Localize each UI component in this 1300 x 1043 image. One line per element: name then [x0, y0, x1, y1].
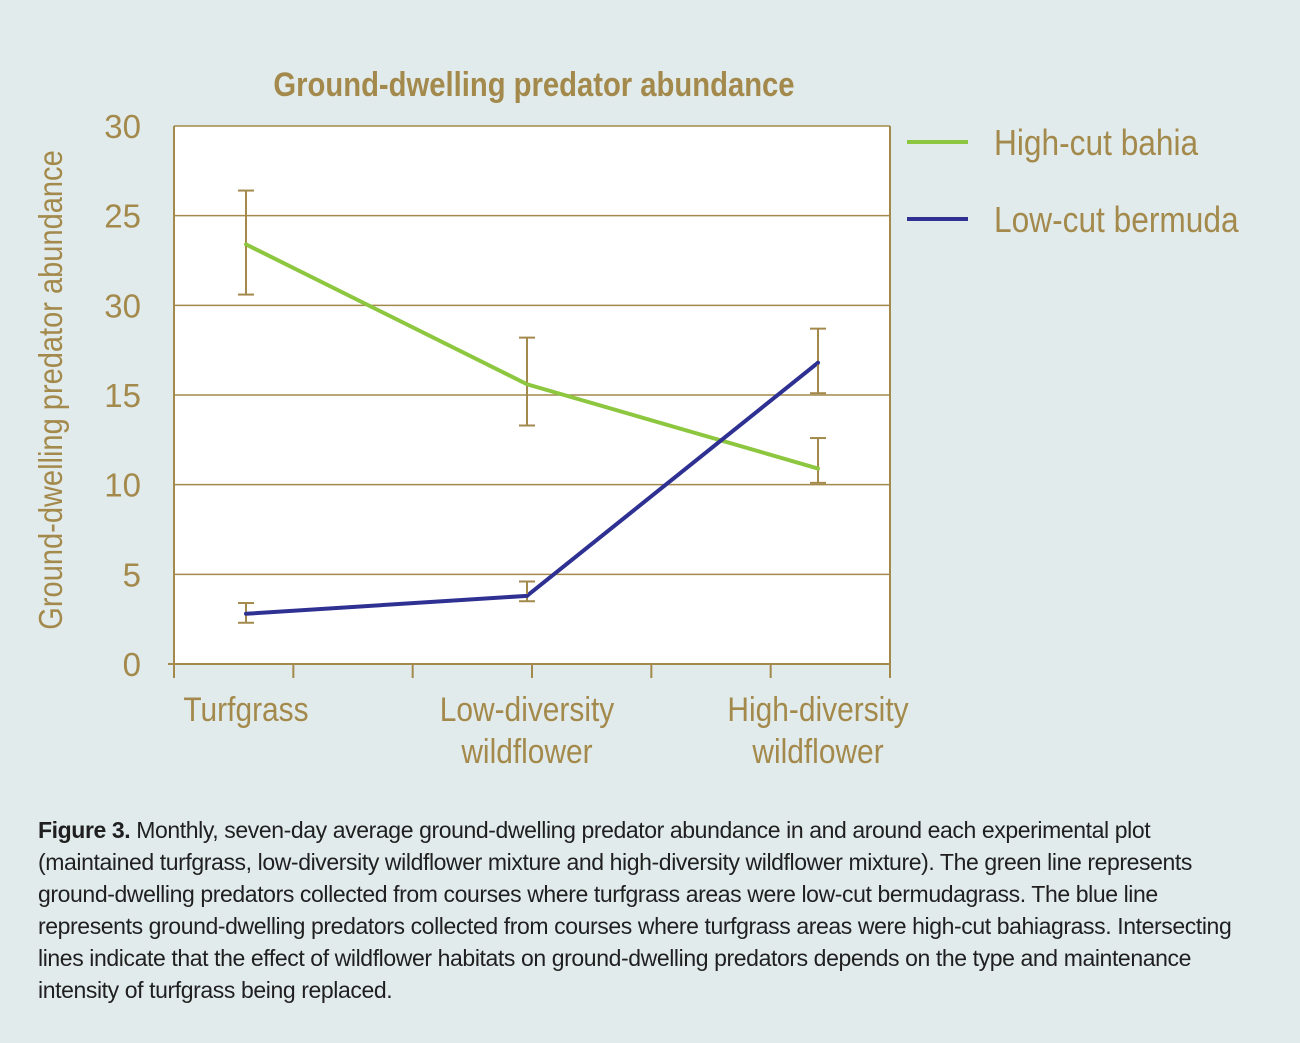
data-point — [816, 360, 820, 365]
y-axis-label: Ground-dwelling predator abundance — [32, 150, 69, 629]
legend-label: High-cut bahia — [994, 123, 1198, 163]
caption-text: Monthly, seven-day average ground-dwelli… — [38, 817, 1232, 1003]
x-tick-label: Low-diversity — [440, 690, 615, 728]
legend-label: Low-cut bermuda — [994, 200, 1239, 240]
caption-label: Figure 3. — [38, 817, 131, 843]
y-tick-label: 30 — [104, 287, 141, 324]
y-tick-label: 10 — [104, 467, 141, 504]
y-tick-label: 0 — [123, 646, 141, 683]
figure-caption: Figure 3. Monthly, seven-day average gro… — [38, 814, 1268, 1006]
data-point — [525, 593, 529, 598]
y-tick-label: 15 — [104, 377, 141, 414]
y-tick-label: 30 — [104, 108, 141, 145]
x-tick-label: wildflower — [460, 732, 593, 770]
data-point — [244, 611, 248, 616]
data-point — [244, 242, 248, 247]
y-tick-label: 5 — [123, 556, 141, 593]
x-tick-label: High-diversity — [727, 690, 908, 728]
chart-title: Ground-dwelling predator abundance — [273, 65, 794, 104]
line-chart: Ground-dwelling predator abundance Groun… — [32, 65, 1239, 771]
y-tick-label: 25 — [104, 198, 141, 235]
x-tick-label: wildflower — [751, 732, 884, 770]
data-point — [816, 466, 820, 471]
data-point — [525, 382, 529, 387]
x-tick-label: Turfgrass — [183, 690, 308, 728]
